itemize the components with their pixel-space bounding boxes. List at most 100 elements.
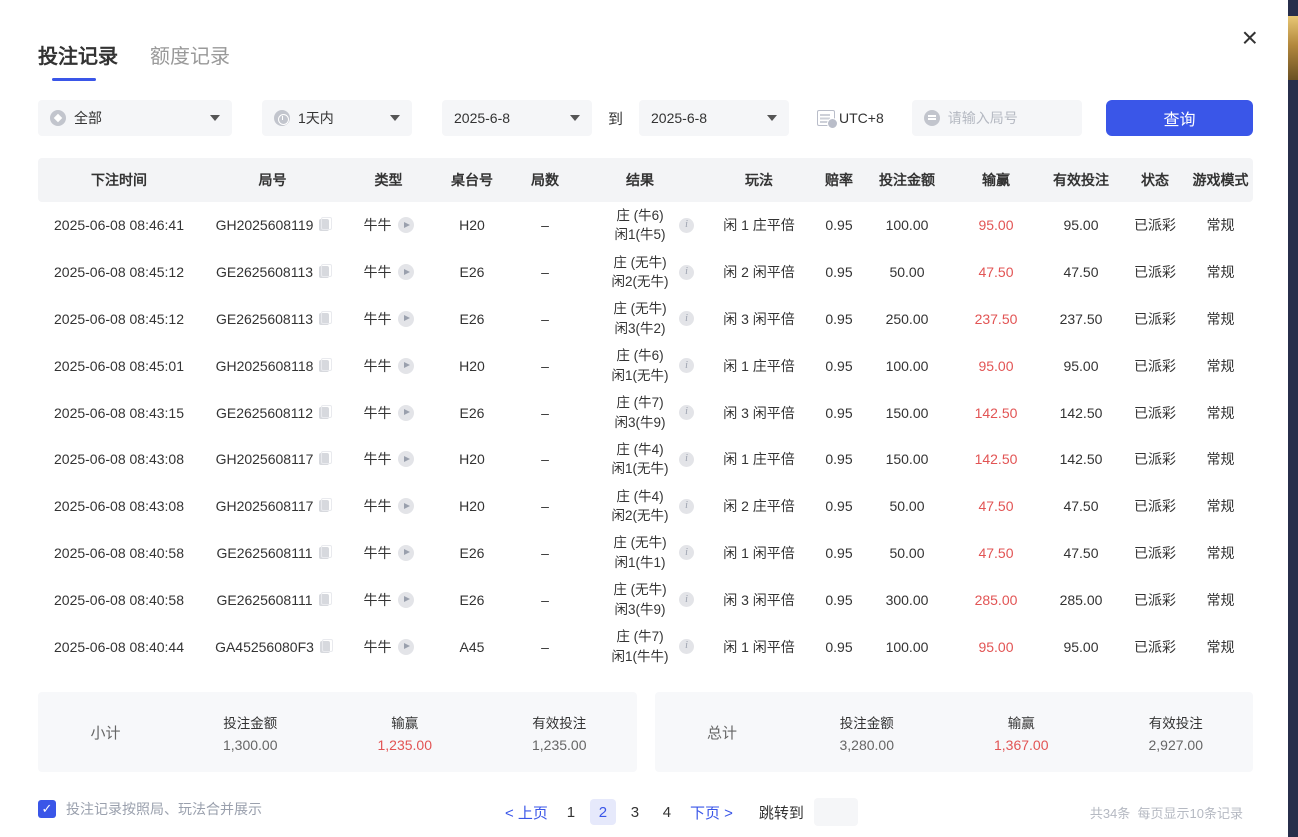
info-icon[interactable]: i — [679, 311, 694, 327]
cell-result: 庄 (牛4) 闲2(无牛) i — [578, 487, 702, 526]
play-video-icon[interactable] — [397, 310, 414, 327]
cell-play: 闲 1 庄平倍 — [723, 217, 795, 234]
copy-icon[interactable] — [319, 498, 333, 513]
play-video-icon[interactable] — [397, 638, 414, 655]
cell-status: 已派彩 — [1134, 451, 1176, 468]
play-video-icon[interactable] — [397, 217, 414, 234]
subtotal-bet-amount-value: 1,300.00 — [223, 736, 278, 753]
jump-to-input[interactable] — [813, 798, 858, 826]
cell-type: 牛牛 — [345, 356, 432, 376]
info-icon[interactable]: i — [679, 405, 694, 421]
round-no-text: GA45256080F3 — [215, 638, 314, 655]
tab-quota-records[interactable]: 额度记录 — [150, 46, 230, 68]
checkbox-checked-icon[interactable]: ✓ — [38, 800, 56, 818]
copy-icon[interactable] — [319, 310, 333, 325]
type-text: 牛牛 — [363, 217, 392, 234]
info-icon[interactable]: i — [679, 498, 694, 514]
date-to-value: 2025-6-8 — [651, 110, 708, 126]
subtotal-valid-bet: 有效投注 1,235.00 — [482, 712, 637, 753]
info-icon[interactable]: i — [679, 264, 694, 280]
play-video-icon[interactable] — [397, 404, 414, 421]
info-icon[interactable]: i — [679, 358, 694, 374]
time-range-select[interactable]: 1天内 — [262, 100, 412, 136]
round-number-icon — [923, 110, 940, 126]
info-icon[interactable]: i — [679, 545, 694, 561]
play-video-icon[interactable] — [397, 357, 414, 374]
cell-bet-time: 2025-06-08 08:43:08 — [54, 451, 184, 468]
cell-bet-time: 2025-06-08 08:45:01 — [54, 357, 184, 374]
cell-status: 已派彩 — [1134, 357, 1176, 374]
result-player: 闲1(无牛) — [611, 461, 669, 477]
col-header-play: 玩法 — [745, 172, 773, 188]
round-no-text: GE2625608113 — [215, 264, 314, 281]
cell-type: 牛牛 — [345, 215, 432, 235]
cell-bet-amount: 150.00 — [885, 404, 929, 421]
cell-table-no: H20 — [459, 498, 485, 515]
copy-icon[interactable] — [319, 217, 333, 232]
cell-bet-amount: 150.00 — [885, 451, 929, 468]
result-player: 闲3(牛2) — [614, 320, 666, 336]
subtotal-box: 小计 投注金额 1,300.00 输赢 1,235.00 有效投注 1,235.… — [38, 692, 637, 772]
total-win-loss: 输赢 1,367.00 — [944, 712, 1099, 753]
result-banker: 庄 (牛4) — [616, 441, 664, 457]
cell-bet-amount: 100.00 — [885, 217, 929, 234]
cell-round-no: GE2625608111 — [200, 591, 345, 608]
round-number-input[interactable]: 请输入局号 — [911, 100, 1082, 136]
play-video-icon[interactable] — [397, 498, 414, 515]
next-page-button[interactable]: 下页 > — [689, 804, 733, 822]
copy-icon[interactable] — [319, 638, 333, 653]
info-icon[interactable]: i — [679, 639, 694, 655]
cell-table-no: H20 — [459, 217, 485, 234]
cell-round-no: GH2025608119 — [200, 217, 345, 233]
timezone-indicator[interactable]: UTC+8 — [817, 110, 884, 129]
cell-bet-amount: 250.00 — [885, 310, 929, 327]
cell-game-mode: 常规 — [1206, 498, 1235, 515]
date-from-select[interactable]: 2025-6-8 — [442, 100, 592, 136]
play-video-icon[interactable] — [397, 264, 414, 281]
game-type-select[interactable]: 全部 — [38, 100, 232, 136]
cell-valid-bet: 47.50 — [1063, 264, 1099, 281]
cell-bet-amount: 50.00 — [889, 544, 925, 561]
play-video-icon[interactable] — [397, 591, 414, 608]
cell-game-mode: 常规 — [1206, 357, 1235, 374]
page-number-2[interactable]: 2 — [589, 799, 616, 825]
col-header-round-no: 局号 — [258, 172, 287, 188]
play-video-icon[interactable] — [397, 451, 414, 468]
page-number-1[interactable]: 1 — [566, 803, 576, 821]
copy-icon[interactable] — [319, 404, 333, 419]
query-button[interactable]: 查询 — [1106, 100, 1253, 136]
cell-valid-bet: 95.00 — [1063, 638, 1099, 655]
merge-display-label: 投注记录按照局、玩法合并展示 — [66, 801, 262, 817]
close-icon[interactable]: × — [1241, 22, 1258, 53]
page-number-4[interactable]: 4 — [662, 803, 672, 821]
play-video-icon[interactable] — [397, 544, 414, 561]
copy-icon[interactable] — [318, 544, 332, 559]
copy-icon[interactable] — [319, 264, 333, 279]
type-text: 牛牛 — [363, 544, 392, 561]
cell-result: 庄 (牛7) 闲3(牛9) i — [578, 393, 702, 432]
prev-page-button[interactable]: < 上页 — [505, 804, 548, 822]
copy-icon[interactable] — [318, 591, 332, 606]
cell-shoe: – — [541, 310, 549, 327]
info-icon[interactable]: i — [679, 217, 694, 233]
copy-icon[interactable] — [319, 357, 333, 372]
table-row: 2025-06-08 08:40:58 GE2625608111 牛牛 E26 … — [38, 576, 1253, 623]
info-icon[interactable]: i — [679, 592, 694, 608]
type-text: 牛牛 — [363, 498, 392, 515]
tab-bet-records[interactable]: 投注记录 — [38, 40, 118, 81]
cell-win-loss: 95.00 — [978, 217, 1014, 234]
chevron-down-icon — [767, 115, 778, 121]
cell-play: 闲 1 庄平倍 — [723, 451, 795, 468]
merge-display-checkbox[interactable]: ✓ 投注记录按照局、玩法合并展示 — [38, 799, 262, 819]
total-label: 总计 — [706, 724, 737, 742]
cell-win-loss: 47.50 — [978, 264, 1014, 281]
round-no-text: GH2025608119 — [215, 217, 314, 234]
info-icon[interactable]: i — [679, 451, 694, 467]
round-no-text: GH2025608117 — [215, 498, 314, 515]
total-valid-bet-value: 2,927.00 — [1148, 736, 1204, 753]
page-number-3[interactable]: 3 — [630, 803, 640, 821]
date-to-select[interactable]: 2025-6-8 — [639, 100, 790, 136]
copy-icon[interactable] — [319, 451, 333, 466]
round-no-text: GE2625608113 — [215, 310, 314, 327]
